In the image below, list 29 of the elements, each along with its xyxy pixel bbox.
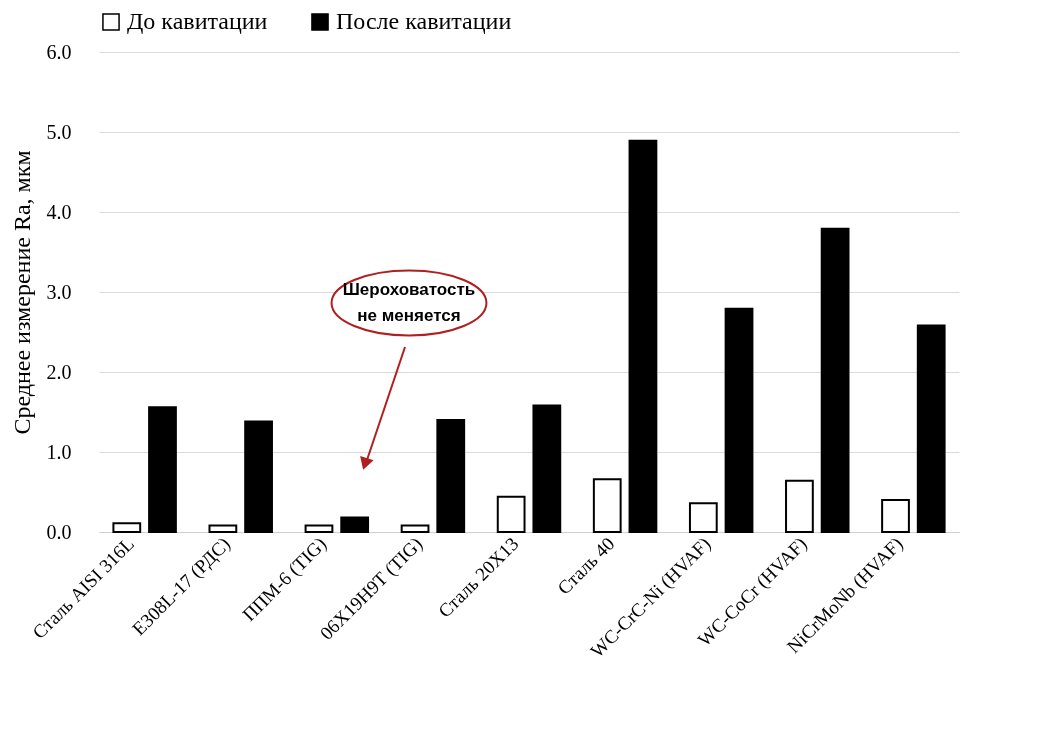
legend-label: После кавитации bbox=[336, 8, 512, 34]
y-tick-label: 0.0 bbox=[46, 520, 72, 543]
bar bbox=[881, 499, 910, 533]
legend-label: До кавитации bbox=[127, 8, 268, 34]
bar bbox=[724, 307, 754, 533]
bar bbox=[628, 139, 658, 533]
y-tick-label: 3.0 bbox=[46, 280, 72, 303]
bar bbox=[916, 324, 946, 533]
bar bbox=[436, 419, 466, 533]
annotation: Шероховатость не меняется bbox=[342, 280, 476, 325]
bar bbox=[340, 516, 370, 533]
bar bbox=[532, 404, 562, 533]
bar bbox=[592, 478, 622, 533]
bar bbox=[400, 524, 430, 533]
bar bbox=[208, 524, 238, 533]
y-tick-label: 1.0 bbox=[46, 440, 72, 463]
y-tick-label: 6.0 bbox=[46, 40, 72, 63]
y-tick-label: 4.0 bbox=[46, 200, 72, 223]
bar bbox=[688, 502, 718, 533]
y-axis-title: Среднее измерение Ra, мкм bbox=[8, 150, 35, 435]
bar bbox=[785, 479, 814, 533]
bar bbox=[496, 495, 526, 533]
y-tick-label: 5.0 bbox=[46, 120, 72, 143]
bar bbox=[148, 406, 177, 533]
bar bbox=[304, 524, 334, 533]
bar bbox=[244, 420, 273, 533]
bar bbox=[112, 522, 142, 533]
y-tick-label: 2.0 bbox=[46, 360, 72, 383]
bar bbox=[820, 227, 850, 533]
